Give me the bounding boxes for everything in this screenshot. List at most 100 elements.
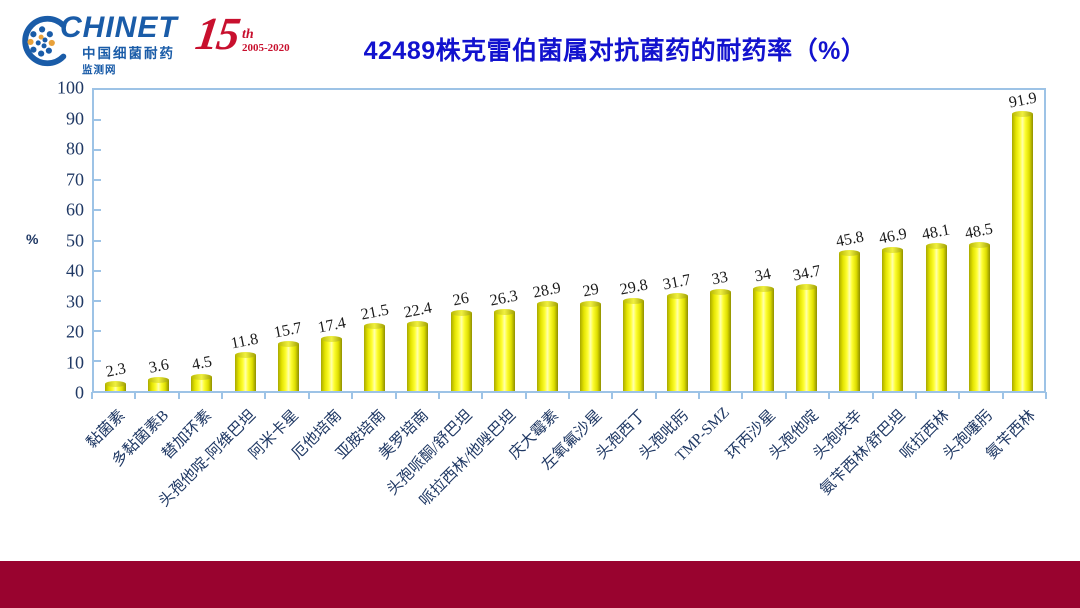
bar-value-label: 22.4 xyxy=(402,299,434,322)
bar xyxy=(1012,111,1034,391)
y-tick-label: 40 xyxy=(66,260,84,281)
bar-slot: 15.7 xyxy=(267,90,310,391)
chinet-logo: CHINET 中国细菌耐药 监测网 xyxy=(16,12,178,77)
bar-slot: 2.3 xyxy=(94,90,137,391)
logo-brand-text: CHINET xyxy=(60,11,178,44)
x-tick-mark xyxy=(524,392,527,399)
bar-slot: 22.4 xyxy=(396,90,439,391)
y-tick-mark xyxy=(94,119,101,122)
bar-slot: 11.8 xyxy=(224,90,267,391)
y-tick-mark xyxy=(94,209,101,212)
bar-slot: 45.8 xyxy=(828,90,871,391)
x-axis-labels: 黏菌素 多黏菌素B 替加环素 头孢他啶-阿维巴坦 阿米卡星 厄他培南 亚胺培南 美罗培南 头孢哌… xyxy=(84,399,1046,564)
bar-value-label: 17.4 xyxy=(316,314,347,337)
x-tick-mark xyxy=(351,392,354,399)
bar-slot: 3.6 xyxy=(137,90,180,391)
bar-value-label: 28.9 xyxy=(532,279,563,302)
y-tick-label: 20 xyxy=(66,321,84,342)
x-tick-mark xyxy=(568,392,570,399)
x-tick-mark xyxy=(221,392,224,399)
bar-value-label: 26 xyxy=(451,289,471,310)
bar-value-label: 29.8 xyxy=(618,276,650,299)
bar-value-label: 48.1 xyxy=(920,221,952,244)
y-tick-label: 60 xyxy=(66,199,84,220)
bar-value-label: 91.9 xyxy=(1007,89,1038,112)
bar xyxy=(450,309,472,391)
y-tick-label: 100 xyxy=(57,77,84,98)
x-tick-mark xyxy=(307,392,310,399)
plot-area: 2.3 3.6 4.5 11.8 15.7 17.4 21.5 22.4 26 26.3 28.9 2… xyxy=(92,88,1046,393)
y-tick-label: 10 xyxy=(66,352,84,372)
bar xyxy=(277,340,299,391)
bar xyxy=(968,242,990,391)
y-tick-mark xyxy=(94,329,101,332)
bar xyxy=(666,292,688,391)
y-tick-mark xyxy=(94,179,101,182)
logo-subtitle-line2: 监测网 xyxy=(82,64,117,76)
x-tick-mark xyxy=(437,392,440,399)
x-tick-mark xyxy=(394,392,397,399)
x-tick-mark xyxy=(481,392,484,399)
bar-slot: 34 xyxy=(742,90,785,391)
page-title: 42489株克雷伯菌属对抗菌药的耐药率（%） xyxy=(363,37,867,65)
bar-slot: 29 xyxy=(569,90,612,391)
y-tick-mark xyxy=(94,299,101,302)
y-tick-label: 90 xyxy=(66,108,84,128)
bar xyxy=(623,298,645,391)
x-tick-mark xyxy=(828,392,831,399)
bars-row: 2.3 3.6 4.5 11.8 15.7 17.4 21.5 22.4 26 26.3 28.9 2… xyxy=(94,90,1044,391)
x-tick-mark xyxy=(611,392,614,399)
bar xyxy=(493,308,515,391)
bar xyxy=(234,352,256,391)
anniversary-logo: 15 th 2005-2020 xyxy=(192,8,290,59)
bar-slot: 31.7 xyxy=(655,90,698,391)
bar xyxy=(752,285,774,391)
bar-slot: 21.5 xyxy=(353,90,396,391)
x-tick-mark xyxy=(134,392,137,399)
bar-value-label: 3.6 xyxy=(147,356,171,377)
anniversary-years: 2005-2020 xyxy=(242,42,290,54)
bar-slot: 26.3 xyxy=(483,90,526,391)
bar-slot: 48.5 xyxy=(958,90,1001,391)
x-tick-mark xyxy=(871,392,874,399)
bar-value-label: 45.8 xyxy=(834,228,866,251)
x-tick-mark xyxy=(698,392,701,399)
x-tick-mark xyxy=(264,392,267,399)
x-tick-mark xyxy=(91,392,93,399)
x-label-cell: 氨苄西林 xyxy=(92,399,1039,564)
bar-value-label: 26.3 xyxy=(488,287,520,310)
logo-subtitle-line1: 中国细菌耐药 xyxy=(82,46,175,61)
bar-value-label: 31.7 xyxy=(661,271,693,294)
bar-value-label: 4.5 xyxy=(190,353,214,375)
x-tick-mark xyxy=(914,392,917,399)
bar-value-label: 48.5 xyxy=(963,220,995,243)
bar-slot: 48.1 xyxy=(915,90,958,391)
bar xyxy=(191,374,213,391)
x-tick-mark xyxy=(654,392,657,399)
bar-value-label: 15.7 xyxy=(272,319,304,342)
bar xyxy=(839,250,861,391)
bar xyxy=(321,335,343,391)
bar-value-label: 2.3 xyxy=(104,360,127,381)
bar-slot: 26 xyxy=(440,90,483,391)
y-tick-label: 50 xyxy=(66,230,84,250)
bar-value-label: 34 xyxy=(753,265,773,286)
y-tick-mark xyxy=(94,239,101,242)
y-axis-title: % xyxy=(26,231,39,247)
y-tick-label: 0 xyxy=(75,382,84,403)
bar-slot: 29.8 xyxy=(612,90,655,391)
bar xyxy=(148,377,170,391)
bar xyxy=(364,323,386,391)
bar-slot: 33 xyxy=(699,90,742,391)
bar-value-label: 34.7 xyxy=(791,262,822,285)
y-tick-label: 70 xyxy=(66,169,84,189)
x-category-label: 氨苄西林 xyxy=(983,406,1040,463)
anniversary-suffix: th xyxy=(242,27,254,42)
x-tick-mark xyxy=(1045,392,1047,399)
bar-value-label: 29 xyxy=(581,280,601,301)
bar-value-label: 46.9 xyxy=(877,225,909,248)
y-tick-mark xyxy=(94,359,101,362)
x-tick-mark xyxy=(741,392,744,399)
y-axis-labels: 0 10 20 30 40 50 60 70 80 90 100 xyxy=(0,78,84,403)
